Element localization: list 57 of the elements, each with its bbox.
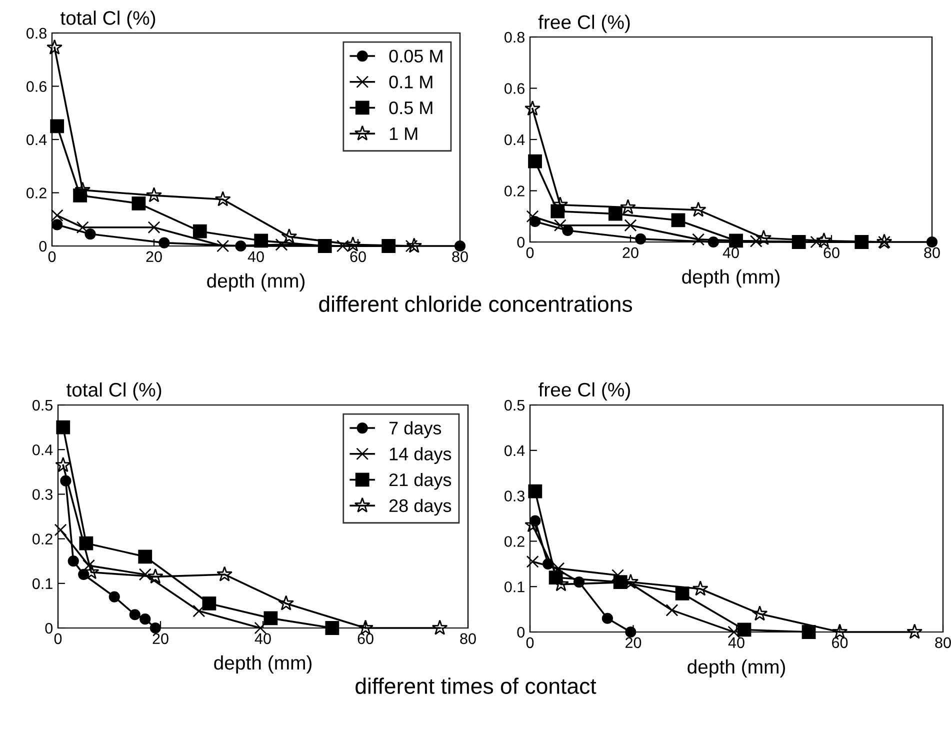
- x-tick-label: 80: [935, 637, 951, 648]
- y-axis-title: free Cl (%): [538, 382, 630, 400]
- x-axis-title: depth (mm): [682, 269, 780, 288]
- y-tick-label: 0.1: [504, 581, 524, 592]
- x-tick-label: 80: [924, 247, 940, 258]
- x-tick-label: 80: [460, 633, 476, 644]
- y-tick-label: 0.4: [32, 444, 53, 456]
- y-tick-label: 0.2: [504, 536, 524, 547]
- y-tick-label: 0.4: [504, 134, 525, 146]
- y-tick-label: 0.3: [32, 489, 52, 500]
- x-tick-label: 60: [832, 637, 848, 648]
- legend-label: 14 days: [390, 447, 452, 464]
- x-tick-label: 40: [728, 637, 744, 648]
- y-tick-label: 0.3: [504, 490, 524, 502]
- legend-label: 0.1 M: [389, 76, 432, 88]
- text: different times of contact: [356, 678, 596, 694]
- text: different chloride concentrations: [319, 296, 632, 312]
- x-tick-label: 40: [254, 633, 271, 644]
- x-axis-title: depth (mm): [688, 659, 785, 678]
- y-axis-title: total Cl (%): [60, 10, 156, 29]
- y-tick-label: 0.4: [26, 134, 47, 146]
- y-tick-label: 0.2: [32, 534, 52, 544]
- x-tick-label: 0: [526, 247, 534, 258]
- x-tick-label: 20: [626, 637, 642, 648]
- y-tick-label: 0: [517, 236, 525, 248]
- x-tick-label: 40: [722, 247, 739, 258]
- y-tick-label: 0.5: [504, 400, 524, 411]
- x-axis-title: depth (mm): [214, 655, 312, 674]
- x-tick-label: 40: [248, 251, 264, 262]
- x-tick-label: 60: [824, 247, 840, 258]
- legend-label: 7 days: [389, 421, 442, 438]
- y-tick-label: 0.1: [32, 578, 52, 590]
- x-tick-label: 0: [54, 633, 62, 644]
- y-tick-label: 0.2: [26, 188, 46, 198]
- y-tick-label: 0.6: [26, 81, 46, 92]
- legend-label: 0.5 M: [389, 101, 432, 114]
- legend-label: 1 M: [390, 127, 418, 140]
- x-tick-label: 60: [350, 251, 366, 262]
- y-tick-label: 0.8: [504, 32, 524, 43]
- x-tick-label: 60: [358, 633, 374, 644]
- legend-label: 28 days: [389, 498, 452, 516]
- x-tick-label: 20: [622, 247, 638, 258]
- x-tick-label: 80: [452, 251, 468, 262]
- y-axis-title: free Cl (%): [538, 14, 630, 33]
- x-tick-label: 20: [146, 251, 162, 262]
- y-tick-label: 0.6: [504, 83, 524, 94]
- y-tick-label: 0.8: [26, 28, 46, 39]
- y-tick-label: 0.2: [504, 186, 524, 196]
- x-tick-label: 0: [526, 637, 534, 648]
- y-tick-label: 0.4: [504, 445, 525, 456]
- y-tick-label: 0.5: [32, 400, 52, 411]
- x-tick-label: 20: [152, 633, 168, 644]
- x-axis-title: depth (mm): [207, 273, 304, 292]
- legend-label: 21 days: [389, 472, 452, 490]
- legend-label: 0.05 M: [389, 50, 442, 63]
- y-tick-label: 0: [45, 622, 53, 634]
- y-axis-title: total Cl (%): [66, 382, 162, 401]
